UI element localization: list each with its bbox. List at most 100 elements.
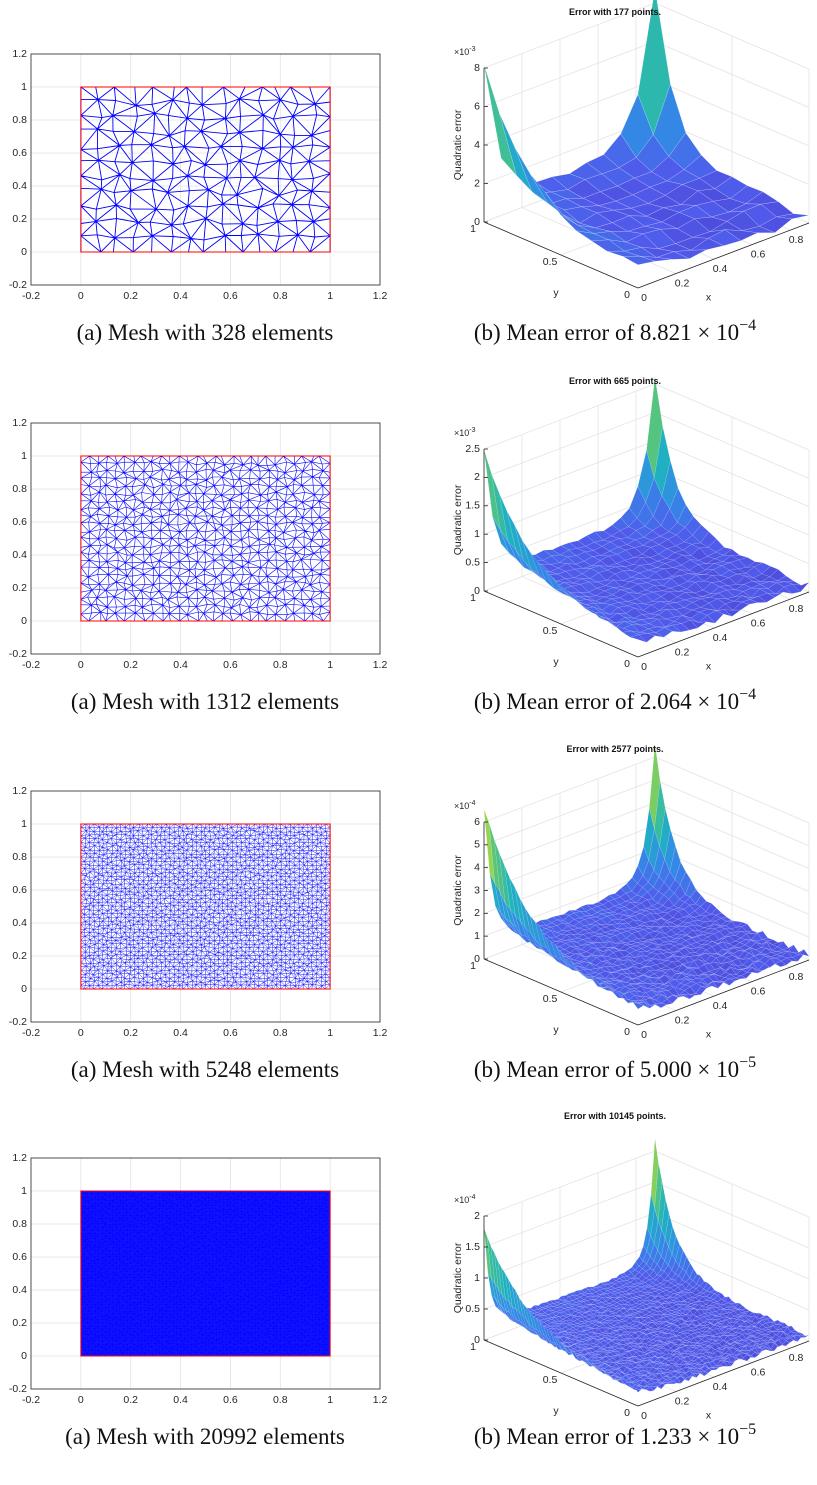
y-tick-label: 1.2 — [12, 785, 27, 797]
x-tick-label: 0.6 — [223, 1027, 238, 1039]
z-scale-base: ×10 — [454, 1195, 469, 1205]
grid-line — [484, 412, 655, 477]
y-tick-label: 0.5 — [543, 1374, 558, 1386]
caption-exponent: −5 — [739, 1421, 756, 1438]
z-tick-label: 2 — [474, 907, 480, 919]
z-scale-base: ×10 — [454, 428, 469, 438]
y-tick-label: 0 — [21, 615, 27, 627]
y-tick-label: 0.4 — [12, 1284, 27, 1296]
y-axis-label: y — [553, 287, 559, 299]
x-tick-label: 1.2 — [373, 1394, 388, 1406]
y-axis-label: y — [553, 1024, 559, 1036]
x-tick-label: 0.8 — [273, 659, 288, 671]
x-tick-label: 0 — [78, 1394, 84, 1406]
z-tick-label: 1 — [474, 528, 480, 540]
z-tick-label: 2.5 — [465, 443, 480, 455]
z-tick-label: 2 — [474, 471, 480, 483]
y-tick-label: 0.2 — [12, 213, 27, 225]
y-tick-label: 1 — [470, 223, 476, 235]
caption-exponent: −4 — [739, 317, 756, 334]
x-tick-label: 1 — [327, 659, 333, 671]
y-axis-label: y — [553, 1405, 559, 1417]
x-axis-label: x — [706, 1028, 712, 1040]
error-surface — [484, 744, 809, 1009]
grid-line — [484, 384, 655, 449]
y-tick-label: 0 — [624, 1407, 630, 1419]
x-tick-label: 1.2 — [373, 1027, 388, 1039]
y-tick-label: 0.8 — [12, 114, 27, 126]
y-tick-label: 0.8 — [12, 1218, 27, 1230]
z-scale-exponent: -3 — [469, 46, 475, 53]
y-tick-label: 1 — [21, 818, 27, 830]
z-tick-label: 6 — [474, 816, 480, 828]
caption-value: 1.233 × 10 — [640, 1424, 739, 1449]
y-tick-label: 0.4 — [12, 180, 27, 192]
y-tick-label: -0.2 — [9, 648, 27, 660]
z-tick-label: 1 — [474, 1272, 480, 1284]
caption-exponent: −5 — [739, 1054, 756, 1071]
x-tick-label: 1 — [327, 290, 333, 302]
z-scale-exponent: -4 — [469, 800, 475, 807]
x-tick-label: 0.4 — [713, 263, 728, 275]
z-tick-label: 2 — [474, 177, 480, 189]
z-scale-base: ×10 — [454, 801, 469, 811]
x-tick-label: 0 — [78, 290, 84, 302]
plot-title: Error with 2577 points. — [566, 744, 663, 754]
grid-line — [484, 441, 655, 506]
y-tick-label: 0.5 — [543, 256, 558, 268]
y-tick-label: 0.8 — [12, 851, 27, 863]
x-tick-label: 0.6 — [751, 1366, 766, 1378]
x-tick-label: 0 — [641, 292, 647, 304]
z-tick-label: 4 — [474, 861, 480, 873]
grid-line — [484, 1151, 655, 1216]
y-tick-label: 1 — [470, 960, 476, 972]
y-tick-label: 0.6 — [12, 1251, 27, 1263]
caption: (b) Mean error of 1.233 × 10−5 — [474, 1421, 756, 1449]
surface-face — [484, 64, 517, 175]
x-tick-label: 0.6 — [223, 1394, 238, 1406]
x-tick-label: 1.2 — [373, 290, 388, 302]
x-tick-label: -0.2 — [22, 1394, 40, 1406]
y-tick-label: 0.2 — [12, 582, 27, 594]
x-tick-label: 0.8 — [789, 1352, 804, 1364]
axes-box — [31, 423, 380, 654]
caption-exponent: −4 — [739, 686, 756, 703]
x-tick-label: 0.6 — [223, 290, 238, 302]
x-tick-label: 0.8 — [273, 1027, 288, 1039]
x-tick-label: 0 — [641, 661, 647, 673]
x-tick-label: 0.4 — [173, 1394, 188, 1406]
x-tick-label: 0 — [641, 1029, 647, 1041]
x-tick-label: 0.6 — [751, 248, 766, 260]
x-tick-label: 1 — [327, 1394, 333, 1406]
z-tick-label: 6 — [474, 100, 480, 112]
x-tick-label: 0 — [641, 1410, 647, 1422]
x-tick-label: 0.4 — [713, 632, 728, 644]
z-axis-label: Quadratic error — [452, 484, 464, 555]
y-tick-label: 1.2 — [12, 1152, 27, 1164]
y-tick-label: 1 — [21, 1185, 27, 1197]
y-tick-label: 1.2 — [12, 48, 27, 60]
x-tick-label: 0.2 — [123, 1027, 138, 1039]
y-tick-label: 0.6 — [12, 516, 27, 528]
y-tick-label: 0.2 — [12, 950, 27, 962]
x-tick-label: 1.2 — [373, 659, 388, 671]
x-axis-label: x — [706, 291, 712, 303]
z-axis-label: Quadratic error — [452, 1242, 464, 1313]
z-scale-base: ×10 — [454, 47, 469, 57]
caption-value: 2.064 × 10 — [640, 689, 739, 714]
plot-title: Error with 10145 points. — [564, 1111, 666, 1121]
x-tick-label: -0.2 — [22, 659, 40, 671]
plot-title: Error with 177 points. — [569, 7, 661, 17]
y-tick-label: 0.8 — [12, 483, 27, 495]
mesh — [81, 456, 330, 621]
x-tick-label: 0.2 — [675, 1014, 690, 1026]
y-axis-label: y — [553, 656, 559, 668]
z-tick-label: 4 — [474, 139, 480, 151]
x-tick-label: 0.6 — [223, 659, 238, 671]
z-tick-label: 1 — [474, 930, 480, 942]
x-tick-label: 0 — [78, 1027, 84, 1039]
error-surface — [484, 377, 809, 642]
x-tick-label: 0.4 — [713, 1000, 728, 1012]
x-tick-label: 0.2 — [123, 659, 138, 671]
